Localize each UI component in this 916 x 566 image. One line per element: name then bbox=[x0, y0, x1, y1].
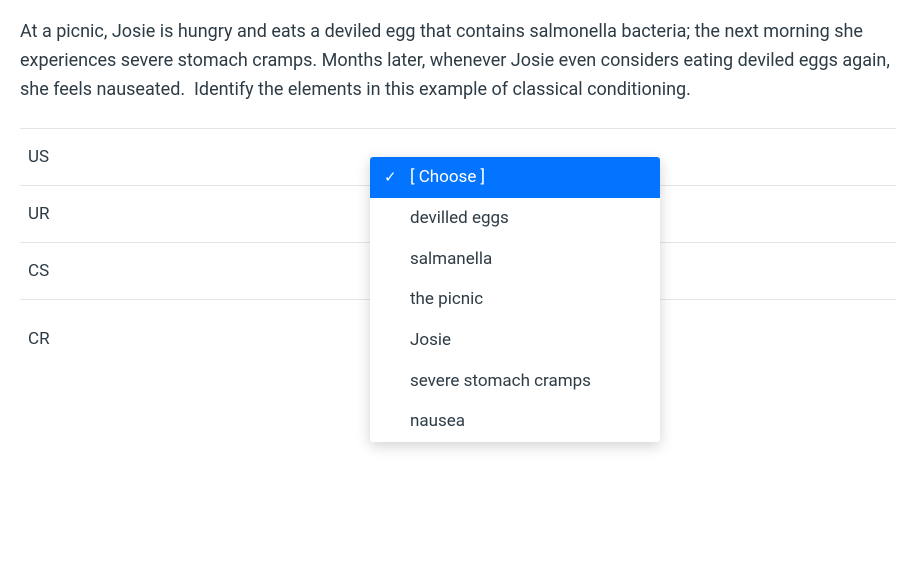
dropdown-option-nausea[interactable]: nausea bbox=[370, 401, 660, 442]
dropdown-option-the-picnic[interactable]: the picnic bbox=[370, 279, 660, 320]
dropdown-option-salmanella[interactable]: salmanella bbox=[370, 239, 660, 280]
dropdown-option-josie[interactable]: Josie bbox=[370, 320, 660, 361]
dropdown-option-label: [ Choose ] bbox=[410, 167, 485, 187]
dropdown-option-label: the picnic bbox=[410, 289, 483, 309]
question-text: At a picnic, Josie is hungry and eats a … bbox=[20, 18, 896, 104]
dropdown-option-label: devilled eggs bbox=[410, 208, 509, 228]
matching-table: US ✓ [ Choose ] devilled eggs salmanella… bbox=[20, 128, 896, 378]
check-icon: ✓ bbox=[384, 167, 397, 189]
dropdown-option-severe-stomach-cramps[interactable]: severe stomach cramps bbox=[370, 361, 660, 402]
dropdown-option-label: nausea bbox=[410, 411, 465, 431]
match-label-cr: CR bbox=[20, 329, 370, 349]
match-row-us: US ✓ [ Choose ] devilled eggs salmanella… bbox=[20, 128, 896, 185]
match-label-us: US bbox=[20, 147, 370, 167]
dropdown-option-label: salmanella bbox=[410, 249, 492, 269]
match-label-cs: CS bbox=[20, 261, 370, 281]
dropdown-option-choose[interactable]: ✓ [ Choose ] bbox=[370, 157, 660, 198]
dropdown-open-us[interactable]: ✓ [ Choose ] devilled eggs salmanella th… bbox=[370, 157, 660, 441]
dropdown-option-label: Josie bbox=[410, 330, 451, 350]
dropdown-option-label: severe stomach cramps bbox=[410, 371, 591, 391]
match-label-ur: UR bbox=[20, 204, 370, 224]
dropdown-option-devilled-eggs[interactable]: devilled eggs bbox=[370, 198, 660, 239]
